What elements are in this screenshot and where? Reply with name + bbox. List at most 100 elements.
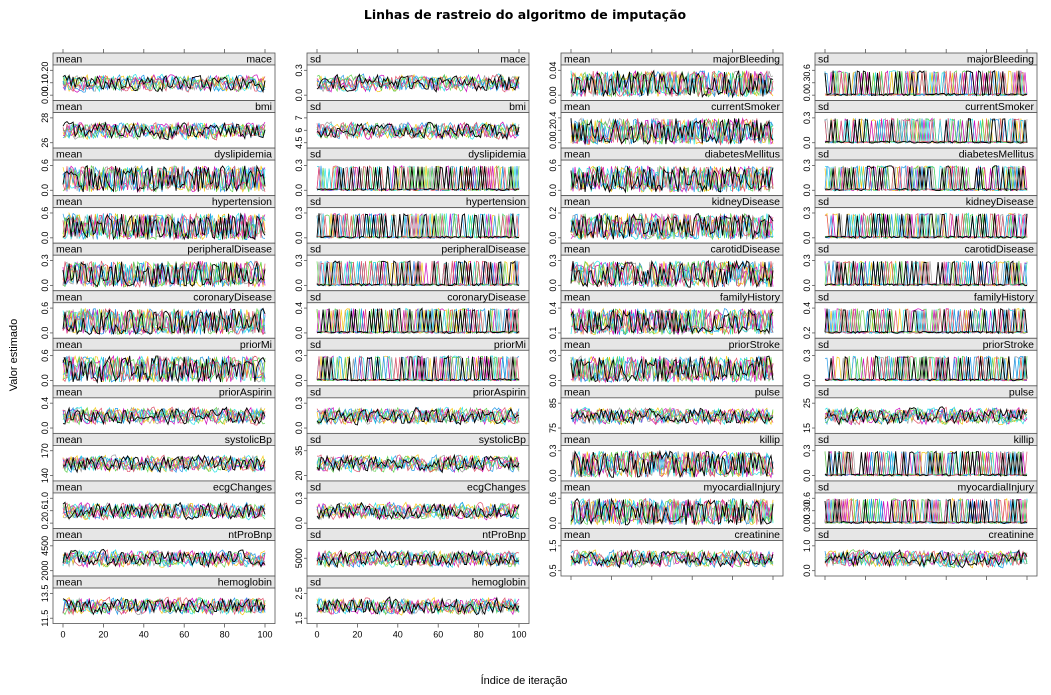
trace-panel-sd-ntProBnp: sd ntProBnp 5000 [294, 528, 530, 577]
panel-traces [62, 307, 266, 336]
y-tick-label: 26 [40, 138, 50, 148]
panel-traces [62, 501, 266, 521]
x-tick-label: 100 [257, 630, 272, 640]
trace-panel-mean-familyHistory: mean familyHistory 0.1 0.4 [548, 290, 784, 340]
panel-traces [824, 164, 1028, 192]
trace-panel-sd-systolicBp: sd systolicBp 20 35 [294, 432, 530, 482]
trace-line-1 [570, 497, 774, 526]
y-tick-label: 0.0 [802, 89, 812, 102]
panel-variable-label: majorBleeding [967, 54, 1034, 66]
panel-traces [62, 212, 266, 241]
trace-line-0 [824, 549, 1028, 569]
y-tick-label: 0.0 [548, 232, 558, 245]
trace-line-2 [62, 260, 266, 288]
trace-line-1 [570, 260, 774, 288]
y-tick-label: 0.2 [548, 124, 558, 137]
panel-traces [570, 117, 774, 146]
trace-line-3 [570, 117, 774, 145]
trace-line-2 [316, 406, 520, 425]
panel-traces [570, 69, 774, 99]
trace-line-2 [62, 308, 266, 335]
panel-traces [570, 548, 774, 569]
panel-stat-label: mean [564, 149, 590, 161]
y-tick-label: 0.3 [40, 254, 50, 267]
trace-line-1 [570, 165, 774, 193]
trace-panel-sd-mace: sd mace 0.0 0.3 [294, 49, 530, 101]
trace-line-1 [570, 70, 774, 97]
trace-line-1 [62, 502, 266, 521]
x-tick-label: 80 [220, 630, 230, 640]
panel-traces [62, 406, 266, 426]
y-tick-label: 140 [40, 468, 50, 483]
panel-stat-label: mean [56, 101, 82, 113]
panel-stat-label: sd [818, 434, 829, 446]
trace-line-4 [570, 308, 774, 336]
panel-stat-label: sd [818, 244, 829, 256]
panel-variable-label: systolicBp [225, 434, 272, 446]
trace-line-4 [316, 406, 520, 426]
y-tick-label: 0.3 [802, 112, 812, 125]
y-tick-label: 0.3 [548, 254, 558, 267]
panel-traces [570, 165, 774, 194]
trace-line-3 [316, 121, 520, 141]
trace-panel-sd-pulse: sd pulse 15 25 [802, 385, 1038, 434]
panel-traces [316, 259, 520, 287]
trace-panel-mean-carotidDisease: mean carotidDisease 0.0 0.3 [548, 242, 784, 292]
trace-panel-sd-priorAspirin: sd priorAspirin 0.0 0.3 [294, 385, 530, 434]
x-tick-label: 60 [433, 630, 443, 640]
trace-line-2 [824, 498, 1028, 525]
y-tick-label: 0.2 [40, 517, 50, 530]
trace-panel-sd-killip: sd killip 0.0 0.3 [802, 432, 1038, 482]
panel-stat-label: mean [564, 529, 590, 541]
y-tick-label: 0.0 [294, 279, 304, 292]
y-tick-label: 6 [294, 128, 304, 133]
trace-line-2 [570, 549, 774, 568]
y-tick-label: 0.0 [40, 327, 50, 340]
trace-line-2 [316, 550, 520, 569]
y-tick-label: 0.4 [548, 112, 558, 125]
panel-stat-label: sd [310, 434, 321, 446]
panel-variable-label: bmi [509, 101, 526, 113]
panel-variable-label: priorMi [494, 339, 526, 351]
panel-variable-label: ntProBnp [482, 529, 526, 541]
trace-line-0 [570, 259, 774, 288]
panel-traces [316, 307, 520, 335]
panel-traces [824, 549, 1028, 569]
panel-stat-label: mean [564, 196, 590, 208]
trace-line-0 [316, 354, 520, 382]
panel-variable-label: priorStroke [729, 339, 781, 351]
trace-line-1 [62, 307, 266, 336]
trace-line-2 [316, 73, 520, 93]
y-tick-label: 0.1 [548, 327, 558, 340]
trace-line-1 [62, 406, 266, 426]
panel-stat-label: sd [310, 54, 321, 66]
trace-line-0 [62, 74, 266, 94]
trace-line-3 [316, 406, 520, 426]
trace-line-1 [824, 406, 1028, 426]
trace-line-0 [62, 406, 266, 426]
panel-stat-label: sd [818, 54, 829, 66]
panel-stat-label: mean [56, 54, 82, 66]
x-axis-label: Índice de iteração [481, 674, 568, 687]
y-tick-label: 0.0 [294, 184, 304, 197]
y-tick-label: 0.3 [548, 444, 558, 457]
panel-variable-label: kidneyDisease [966, 196, 1034, 208]
trace-line-0 [570, 308, 774, 335]
trace-line-1 [824, 549, 1028, 568]
trace-line-1 [316, 355, 520, 382]
x-axis-2 [570, 576, 774, 580]
trace-line-6 [62, 74, 266, 93]
y-tick-label: 0.0 [294, 327, 304, 340]
y-tick-label: 0.0 [802, 374, 812, 387]
panel-variable-label: kidneyDisease [712, 196, 780, 208]
panel-traces [316, 212, 520, 240]
trace-line-0 [824, 450, 1028, 478]
trace-line-0 [62, 261, 266, 288]
y-tick-label: 2000 [40, 561, 50, 581]
trace-panel-sd-peripheralDisease: sd peripheralDisease 0.0 0.3 [294, 242, 530, 292]
trace-line-2 [824, 355, 1028, 382]
trace-panel-mean-killip: mean killip 0.0 0.3 [548, 432, 784, 482]
trace-line-6 [62, 355, 266, 383]
y-tick-label: 0.0 [548, 184, 558, 197]
